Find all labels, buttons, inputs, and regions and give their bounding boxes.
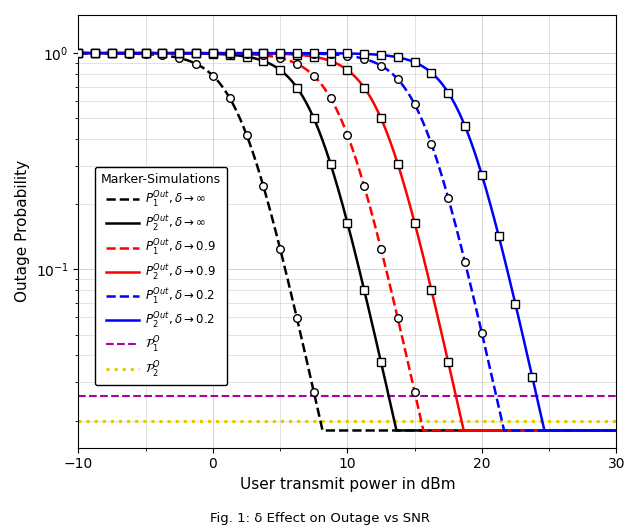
Legend: $P_1^{Out}, \delta \rightarrow \infty$, $P_2^{Out}, \delta \rightarrow \infty$, : $P_1^{Out}, \delta \rightarrow \infty$, …: [95, 167, 227, 385]
X-axis label: User transmit power in dBm: User transmit power in dBm: [239, 477, 455, 492]
Y-axis label: Outage Probability: Outage Probability: [15, 160, 30, 303]
Text: Fig. 1: δ Effect on Outage vs SNR: Fig. 1: δ Effect on Outage vs SNR: [210, 512, 430, 525]
